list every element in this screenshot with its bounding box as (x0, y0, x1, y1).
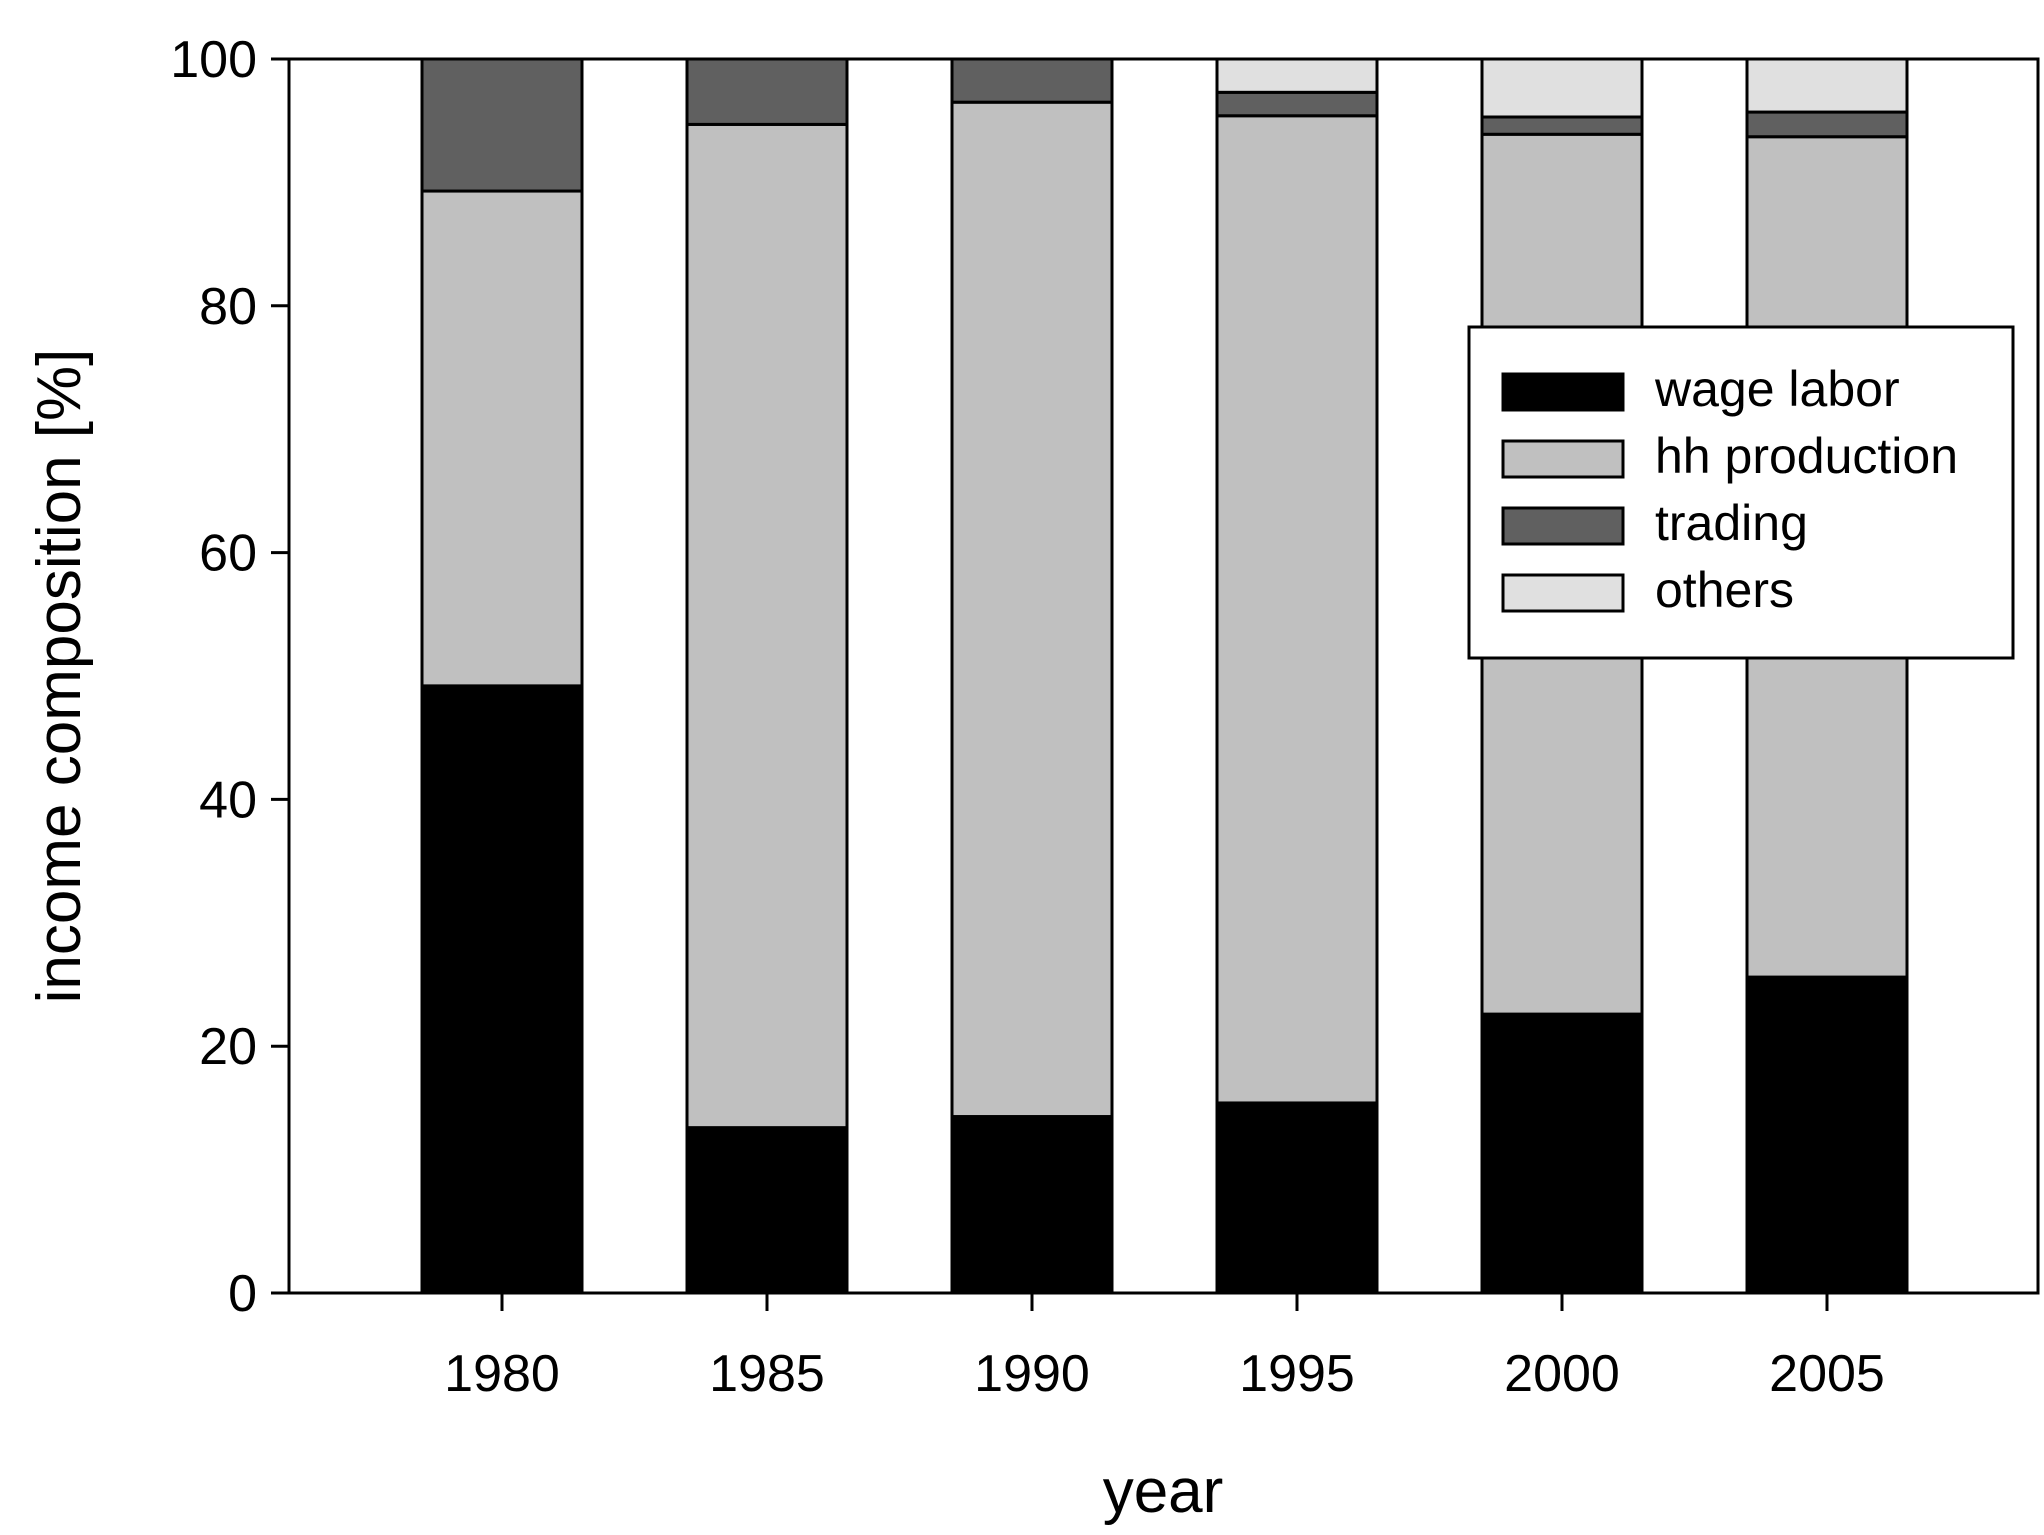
x-tick-label-1990: 1990 (974, 1345, 1090, 1403)
bar-segment-2005-trading (1745, 110, 1909, 139)
bar-segment-1980-hh-production (420, 189, 584, 688)
bar-segment-2005-wage-labor (1745, 975, 1909, 1295)
y-tick-label-20: 20 (199, 1018, 257, 1076)
bar-segment-2005-others (1745, 57, 1909, 114)
y-tick-label-0: 0 (228, 1265, 257, 1323)
legend: wage labor hh production trading others (1467, 325, 2015, 660)
bars-layer (420, 57, 1909, 1295)
legend-swatch-trading (1501, 506, 1625, 546)
y-tick-label-100: 100 (170, 31, 257, 89)
legend-label-trading: trading (1655, 495, 1808, 551)
bar-segment-1985-hh-production (685, 122, 849, 1130)
legend-swatch-wage-labor (1501, 372, 1625, 412)
bar-segment-1980-trading (420, 57, 584, 193)
y-axis: 0 20 40 60 80 100 (170, 31, 289, 1323)
bar-segment-1985-wage-labor (685, 1126, 849, 1295)
bar-segment-2000-others (1480, 57, 1644, 119)
y-tick-label-60: 60 (199, 525, 257, 583)
y-axis-title: income composition [%] (25, 349, 94, 1004)
x-tick-label-1985: 1985 (709, 1345, 825, 1403)
legend-items: wage labor hh production trading others (1501, 361, 1958, 618)
x-axis: 1980 1985 1990 1995 2000 2005 (444, 1293, 1885, 1403)
bar-segment-1995-hh-production (1215, 114, 1379, 1105)
bar-segment-2000-trading (1480, 115, 1644, 136)
plot-frame (287, 57, 2040, 1295)
bar-segment-1995-trading (1215, 90, 1379, 118)
legend-swatch-hh-production (1501, 439, 1625, 479)
x-tick-label-1995: 1995 (1239, 1345, 1355, 1403)
legend-label-hh-production: hh production (1655, 428, 1958, 484)
bar-segment-1995-wage-labor (1215, 1101, 1379, 1295)
y-tick-label-40: 40 (199, 771, 257, 829)
bar-segment-2000-wage-labor (1480, 1012, 1644, 1295)
x-tick-label-2005: 2005 (1769, 1345, 1885, 1403)
y-tick-label-80: 80 (199, 278, 257, 336)
bar-segment-1990-hh-production (950, 100, 1114, 1119)
bar-segment-1990-wage-labor (950, 1115, 1114, 1295)
bar-segment-1995-others (1215, 57, 1379, 94)
bar-segment-1980-wage-labor (420, 684, 584, 1295)
x-tick-label-1980: 1980 (444, 1345, 560, 1403)
legend-label-others: others (1655, 562, 1794, 618)
x-axis-title: year (1103, 1457, 1224, 1526)
legend-swatch-others (1501, 573, 1625, 613)
legend-label-wage-labor: wage labor (1654, 361, 1900, 417)
bar-segment-1985-trading (685, 57, 849, 126)
x-tick-label-2000: 2000 (1504, 1345, 1620, 1403)
bar-segment-1990-trading (950, 57, 1114, 104)
